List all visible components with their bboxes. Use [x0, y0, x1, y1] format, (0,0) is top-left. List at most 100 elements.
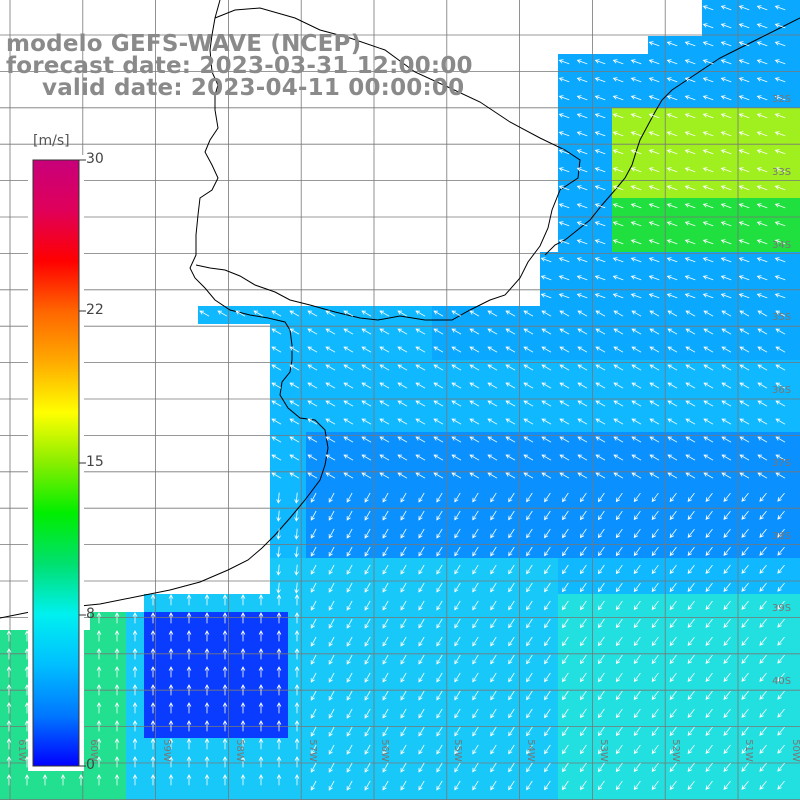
wind-arrow [186, 756, 192, 768]
wind-arrow [756, 149, 768, 155]
wind-arrow [168, 630, 174, 642]
wind-arrow [490, 582, 497, 593]
wind-arrow [613, 346, 624, 353]
wind-arrow [703, 346, 714, 353]
wind-arrow [594, 131, 606, 137]
wind-arrow [579, 528, 587, 539]
wind-arrow [505, 400, 516, 407]
wind-arrow [630, 257, 642, 263]
wind-arrow [759, 600, 767, 610]
wind-arrow [328, 618, 335, 629]
wind-arrow [361, 310, 372, 317]
field-cell [162, 792, 180, 800]
wind-arrow [739, 400, 750, 407]
wind-arrow [508, 492, 515, 503]
wind-arrow [648, 59, 660, 65]
wind-arrow [114, 774, 120, 786]
field-cell [18, 792, 36, 800]
wind-arrow [418, 708, 425, 719]
wind-arrow [24, 774, 30, 786]
wind-arrow [562, 528, 569, 539]
wind-arrow [648, 185, 660, 191]
wind-arrow [756, 293, 768, 299]
wind-arrow [562, 654, 569, 665]
wind-arrow [595, 346, 606, 353]
wind-arrow [684, 221, 696, 227]
wind-arrow [6, 720, 12, 732]
wind-arrow [276, 528, 281, 540]
wind-arrow [777, 636, 785, 646]
wind-arrow [307, 346, 318, 353]
wind-arrow [469, 364, 480, 371]
wind-arrow [346, 726, 353, 737]
wind-arrow [705, 708, 713, 718]
field-cell [792, 378, 800, 396]
field-cell [792, 288, 800, 306]
field-cell [576, 792, 594, 800]
wind-arrow [364, 744, 371, 755]
field-cell [36, 792, 54, 800]
wind-arrow [757, 382, 768, 389]
field-cell [0, 792, 18, 800]
wind-arrow [630, 275, 642, 281]
wind-arrow [240, 702, 246, 714]
wind-arrow [364, 726, 371, 737]
wind-arrow [114, 756, 120, 768]
wind-arrow [705, 528, 713, 538]
wind-arrow [759, 726, 767, 736]
field-cell [486, 792, 504, 800]
wind-arrow [325, 328, 336, 335]
field-cell [792, 486, 800, 504]
wind-arrow [685, 364, 696, 371]
wind-arrow [150, 630, 156, 642]
wind-arrow [651, 582, 659, 593]
wind-arrow [685, 454, 696, 461]
wind-arrow [508, 672, 515, 683]
wind-arrow [738, 131, 750, 137]
wind-arrow [96, 774, 102, 786]
wind-arrow [684, 95, 696, 101]
wind-arrow [343, 418, 354, 425]
wind-arrow [472, 492, 479, 503]
field-cell [558, 792, 576, 800]
wind-arrow [594, 95, 606, 101]
wind-arrow [576, 257, 588, 263]
wind-arrow [132, 756, 138, 768]
wind-arrow [235, 310, 246, 317]
wind-arrow [343, 382, 354, 389]
wind-arrow [666, 275, 678, 281]
wind-arrow [343, 472, 354, 479]
wind-arrow [6, 630, 12, 642]
wind-arrow [633, 762, 641, 773]
wind-arrow [541, 346, 552, 353]
field-cell [792, 450, 800, 468]
wind-arrow [472, 636, 479, 647]
wind-arrow [720, 257, 732, 263]
colorbar-tick-label: 8 [86, 606, 95, 622]
wind-arrow [579, 600, 587, 611]
wind-arrow [705, 636, 713, 646]
wind-arrow [364, 492, 371, 503]
wind-arrow [738, 23, 750, 29]
wind-arrow [579, 690, 587, 701]
wind-arrow [523, 364, 534, 371]
wind-arrow [364, 546, 371, 557]
wind-arrow [667, 310, 678, 317]
wind-arrow [757, 454, 768, 461]
wind-arrow [310, 492, 317, 503]
wind-arrow [415, 418, 426, 425]
wind-arrow [579, 708, 587, 719]
wind-arrow [433, 328, 444, 335]
wind-arrow [579, 726, 587, 737]
coastline-path [0, 0, 329, 619]
wind-arrow [204, 720, 210, 732]
wind-arrow [436, 582, 443, 593]
wind-arrow [294, 648, 300, 660]
wind-arrow [723, 672, 731, 682]
wind-arrow [597, 582, 605, 593]
wind-arrow [307, 328, 318, 335]
wind-arrow [723, 690, 731, 700]
wind-arrow [508, 510, 515, 521]
